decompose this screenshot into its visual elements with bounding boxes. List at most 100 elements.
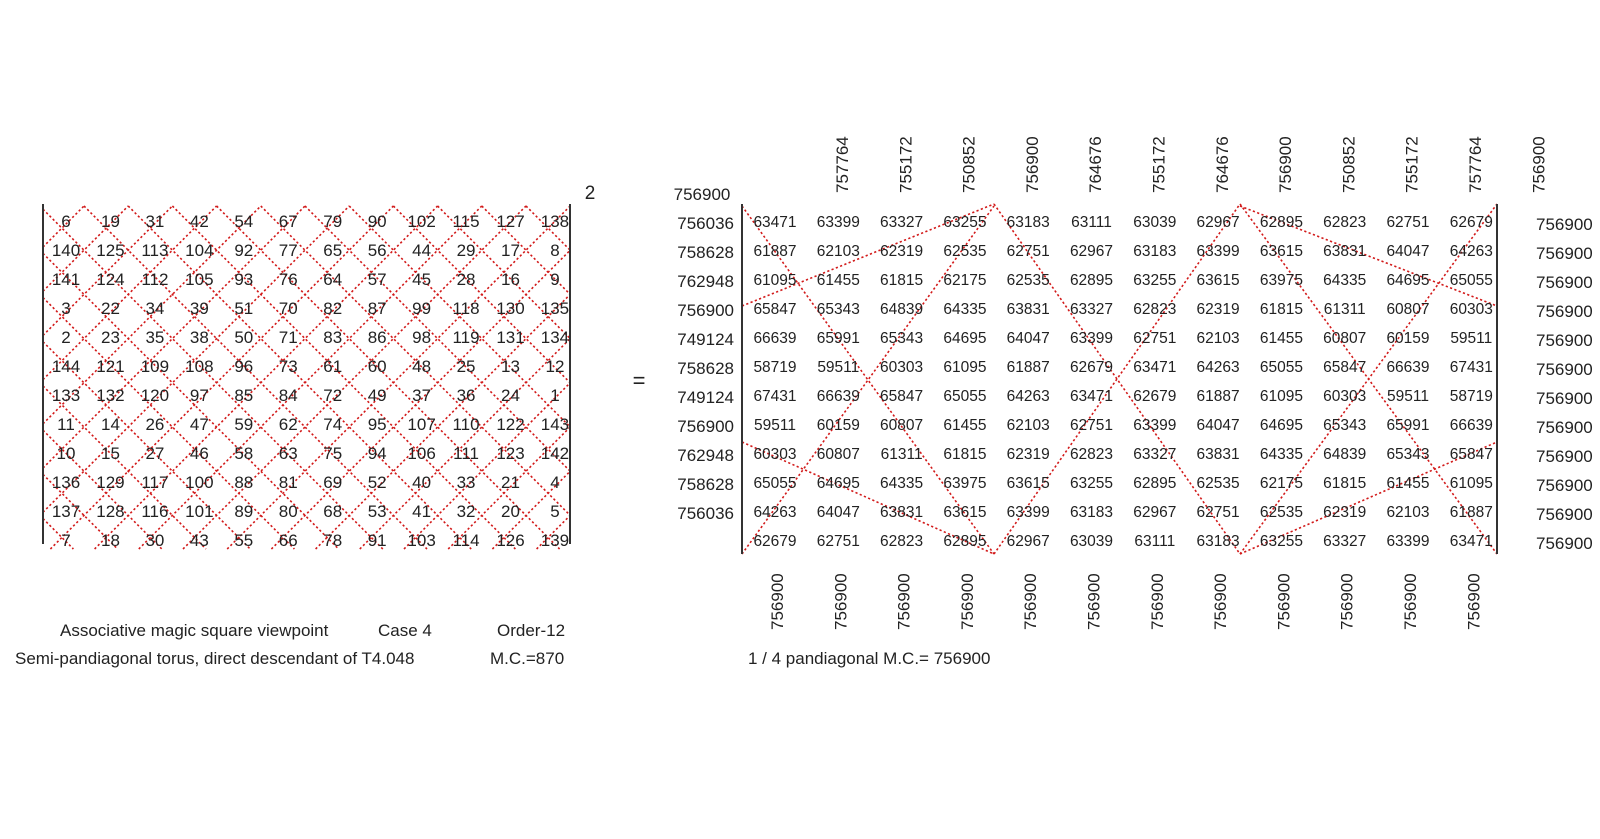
left-cell: 16 — [501, 270, 520, 289]
left-cell: 40 — [412, 473, 431, 492]
right-cell: 63615 — [1260, 243, 1303, 260]
left-cell: 36 — [457, 386, 476, 405]
right-cell: 63471 — [1450, 533, 1493, 550]
right-cell: 65847 — [1323, 359, 1366, 376]
right-cell: 60303 — [1450, 301, 1493, 318]
right-cell: 62823 — [880, 533, 923, 550]
left-diagonal-line — [315, 294, 571, 550]
left-cell: 144 — [52, 357, 80, 376]
left-cell: 102 — [407, 212, 435, 231]
left-cell: 61 — [323, 357, 342, 376]
right-cell: 63471 — [1070, 388, 1113, 405]
left-cell: 111 — [453, 444, 479, 463]
left-cell: 117 — [141, 473, 168, 492]
right-cell: 63975 — [1260, 272, 1303, 289]
right-cell: 60807 — [1386, 301, 1429, 318]
row-sum-left: 749124 — [677, 388, 734, 407]
column-sum-bottom: 756900 — [958, 573, 977, 630]
left-cell: 127 — [496, 212, 524, 231]
right-cell: 63399 — [1133, 417, 1176, 434]
column-sum-bottom: 756900 — [1464, 573, 1483, 630]
right-cell: 62823 — [1133, 301, 1176, 318]
left-cell: 11 — [57, 415, 75, 434]
left-cell: 26 — [145, 415, 164, 434]
column-sum-top: 755172 — [1403, 136, 1422, 193]
row-sums-right: 756900 756900 756900 756900 756900 756900 7569… — [1536, 215, 1593, 553]
right-cell: 64839 — [1323, 446, 1366, 463]
right-cell: 61455 — [817, 272, 860, 289]
right-cell: 67431 — [753, 388, 796, 405]
left-cell: 116 — [141, 502, 168, 521]
right-cell: 62895 — [1133, 475, 1176, 492]
left-cell: 142 — [541, 444, 569, 463]
left-cell: 60 — [368, 357, 387, 376]
left-cell: 12 — [545, 357, 564, 376]
left-diagonal-line — [359, 338, 571, 550]
left-cell: 138 — [541, 212, 569, 231]
left-diagonal-line — [42, 297, 295, 550]
column-sum-bottom: 756900 — [1085, 573, 1104, 630]
left-cell: 5 — [550, 502, 559, 521]
left-diagonal-line — [42, 341, 251, 550]
row-sum-right: 756900 — [1536, 534, 1593, 553]
left-cell: 25 — [457, 357, 476, 376]
right-cell: 60807 — [880, 417, 923, 434]
left-cell: 87 — [368, 299, 387, 318]
left-diagonal-line — [42, 429, 163, 550]
left-cell: 27 — [145, 444, 164, 463]
right-cell: 63615 — [1197, 272, 1240, 289]
left-cell: 99 — [412, 299, 431, 318]
right-cell: 63327 — [1323, 533, 1366, 550]
row-sum-right: 756900 — [1536, 215, 1593, 234]
left-cell: 95 — [368, 415, 387, 434]
left-cell: 94 — [368, 444, 387, 463]
left-cell: 109 — [141, 357, 169, 376]
right-cell: 64263 — [1450, 243, 1493, 260]
right-cell: 60807 — [1323, 330, 1366, 347]
left-cell: 75 — [323, 444, 342, 463]
right-cell: 64047 — [817, 504, 860, 521]
right-cell: 63183 — [1197, 533, 1240, 550]
right-cell: 65055 — [753, 475, 796, 492]
left-cell: 143 — [541, 415, 569, 434]
right-cell: 58719 — [1450, 388, 1493, 405]
right-cell: 63255 — [1133, 272, 1176, 289]
left-cell: 92 — [234, 241, 253, 260]
right-cell: 61095 — [943, 359, 986, 376]
right-cell: 59511 — [1450, 330, 1492, 347]
left-cell: 65 — [323, 241, 342, 260]
left-diagonal-line — [525, 205, 571, 251]
right-cell: 63471 — [1133, 359, 1176, 376]
right-cell: 61455 — [943, 417, 986, 434]
left-diagonal-line — [42, 205, 85, 248]
left-cell: 49 — [368, 386, 387, 405]
left-cell: 4 — [550, 473, 559, 492]
left-diagonal-line — [403, 382, 571, 550]
left-cell: 129 — [96, 473, 124, 492]
row-sum-right: 756900 — [1536, 418, 1593, 437]
caption-title: Associative magic square viewpoint — [60, 621, 329, 640]
right-cell: 63327 — [1133, 446, 1176, 463]
caption-order: Order-12 — [497, 621, 565, 640]
right-cell: 62823 — [1070, 446, 1113, 463]
right-cell: 62535 — [943, 243, 986, 260]
left-cell: 110 — [452, 415, 479, 434]
left-cell: 98 — [412, 328, 431, 347]
right-cell: 62319 — [1323, 504, 1366, 521]
right-cell: 63255 — [1260, 533, 1303, 550]
row-sum-left: 762948 — [677, 272, 734, 291]
left-cell: 67 — [279, 212, 298, 231]
right-cell: 63831 — [1323, 243, 1366, 260]
right-cell: 63399 — [1197, 243, 1240, 260]
left-cell: 131 — [496, 328, 524, 347]
right-cell: 64335 — [943, 301, 986, 318]
right-cell: 62751 — [1007, 243, 1050, 260]
right-cell: 65055 — [1260, 359, 1303, 376]
right-cell: 66639 — [817, 388, 860, 405]
left-cell: 32 — [457, 502, 476, 521]
right-cell: 62751 — [1133, 330, 1176, 347]
right-cell: 62679 — [1133, 388, 1176, 405]
right-cell: 67431 — [1450, 359, 1493, 376]
column-sum-bottom: 756900 — [1401, 573, 1420, 630]
